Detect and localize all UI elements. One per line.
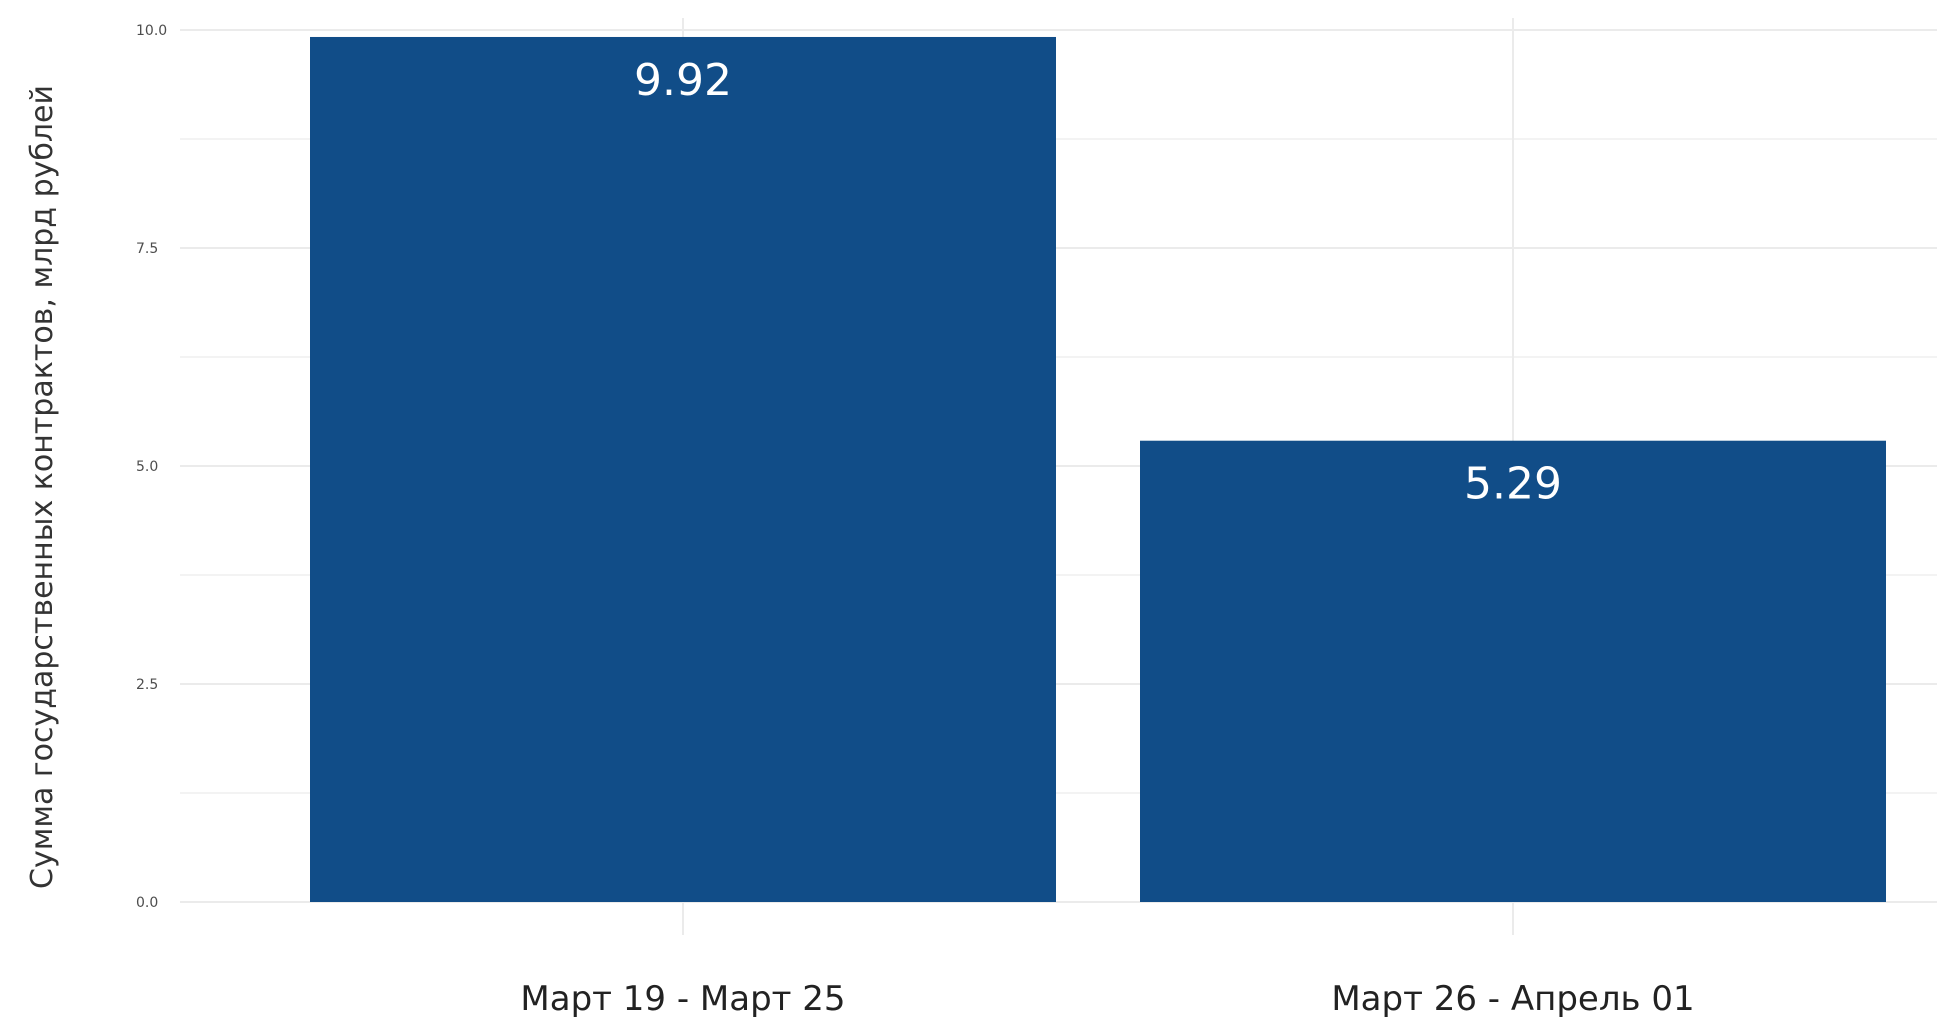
x-category-label: Март 26 - Апрель 01	[1331, 979, 1694, 1017]
bar	[310, 36, 1056, 902]
y-axis-ticks: 0.0 2.5 5.0 7.5 10.0	[136, 23, 167, 911]
x-axis-categories: Март 19 - Март 25 Март 26 - Апрель 01	[520, 979, 1694, 1017]
y-tick-label: 2.5	[136, 677, 158, 693]
y-tick-label: 0.0	[136, 895, 158, 911]
bar-value-label: 9.92	[634, 55, 732, 106]
y-tick-label: 7.5	[136, 241, 158, 257]
y-axis-title: Сумма государственных контрактов, млрд р…	[25, 85, 60, 889]
y-tick-label: 5.0	[136, 459, 158, 475]
x-category-label: Март 19 - Март 25	[520, 979, 845, 1017]
y-tick-label: 10.0	[136, 23, 167, 39]
bar-value-labels: 9.92 5.29	[634, 55, 1562, 510]
bar-layer	[310, 36, 1886, 902]
bar	[1140, 440, 1886, 902]
bar-value-label: 5.29	[1464, 459, 1562, 510]
